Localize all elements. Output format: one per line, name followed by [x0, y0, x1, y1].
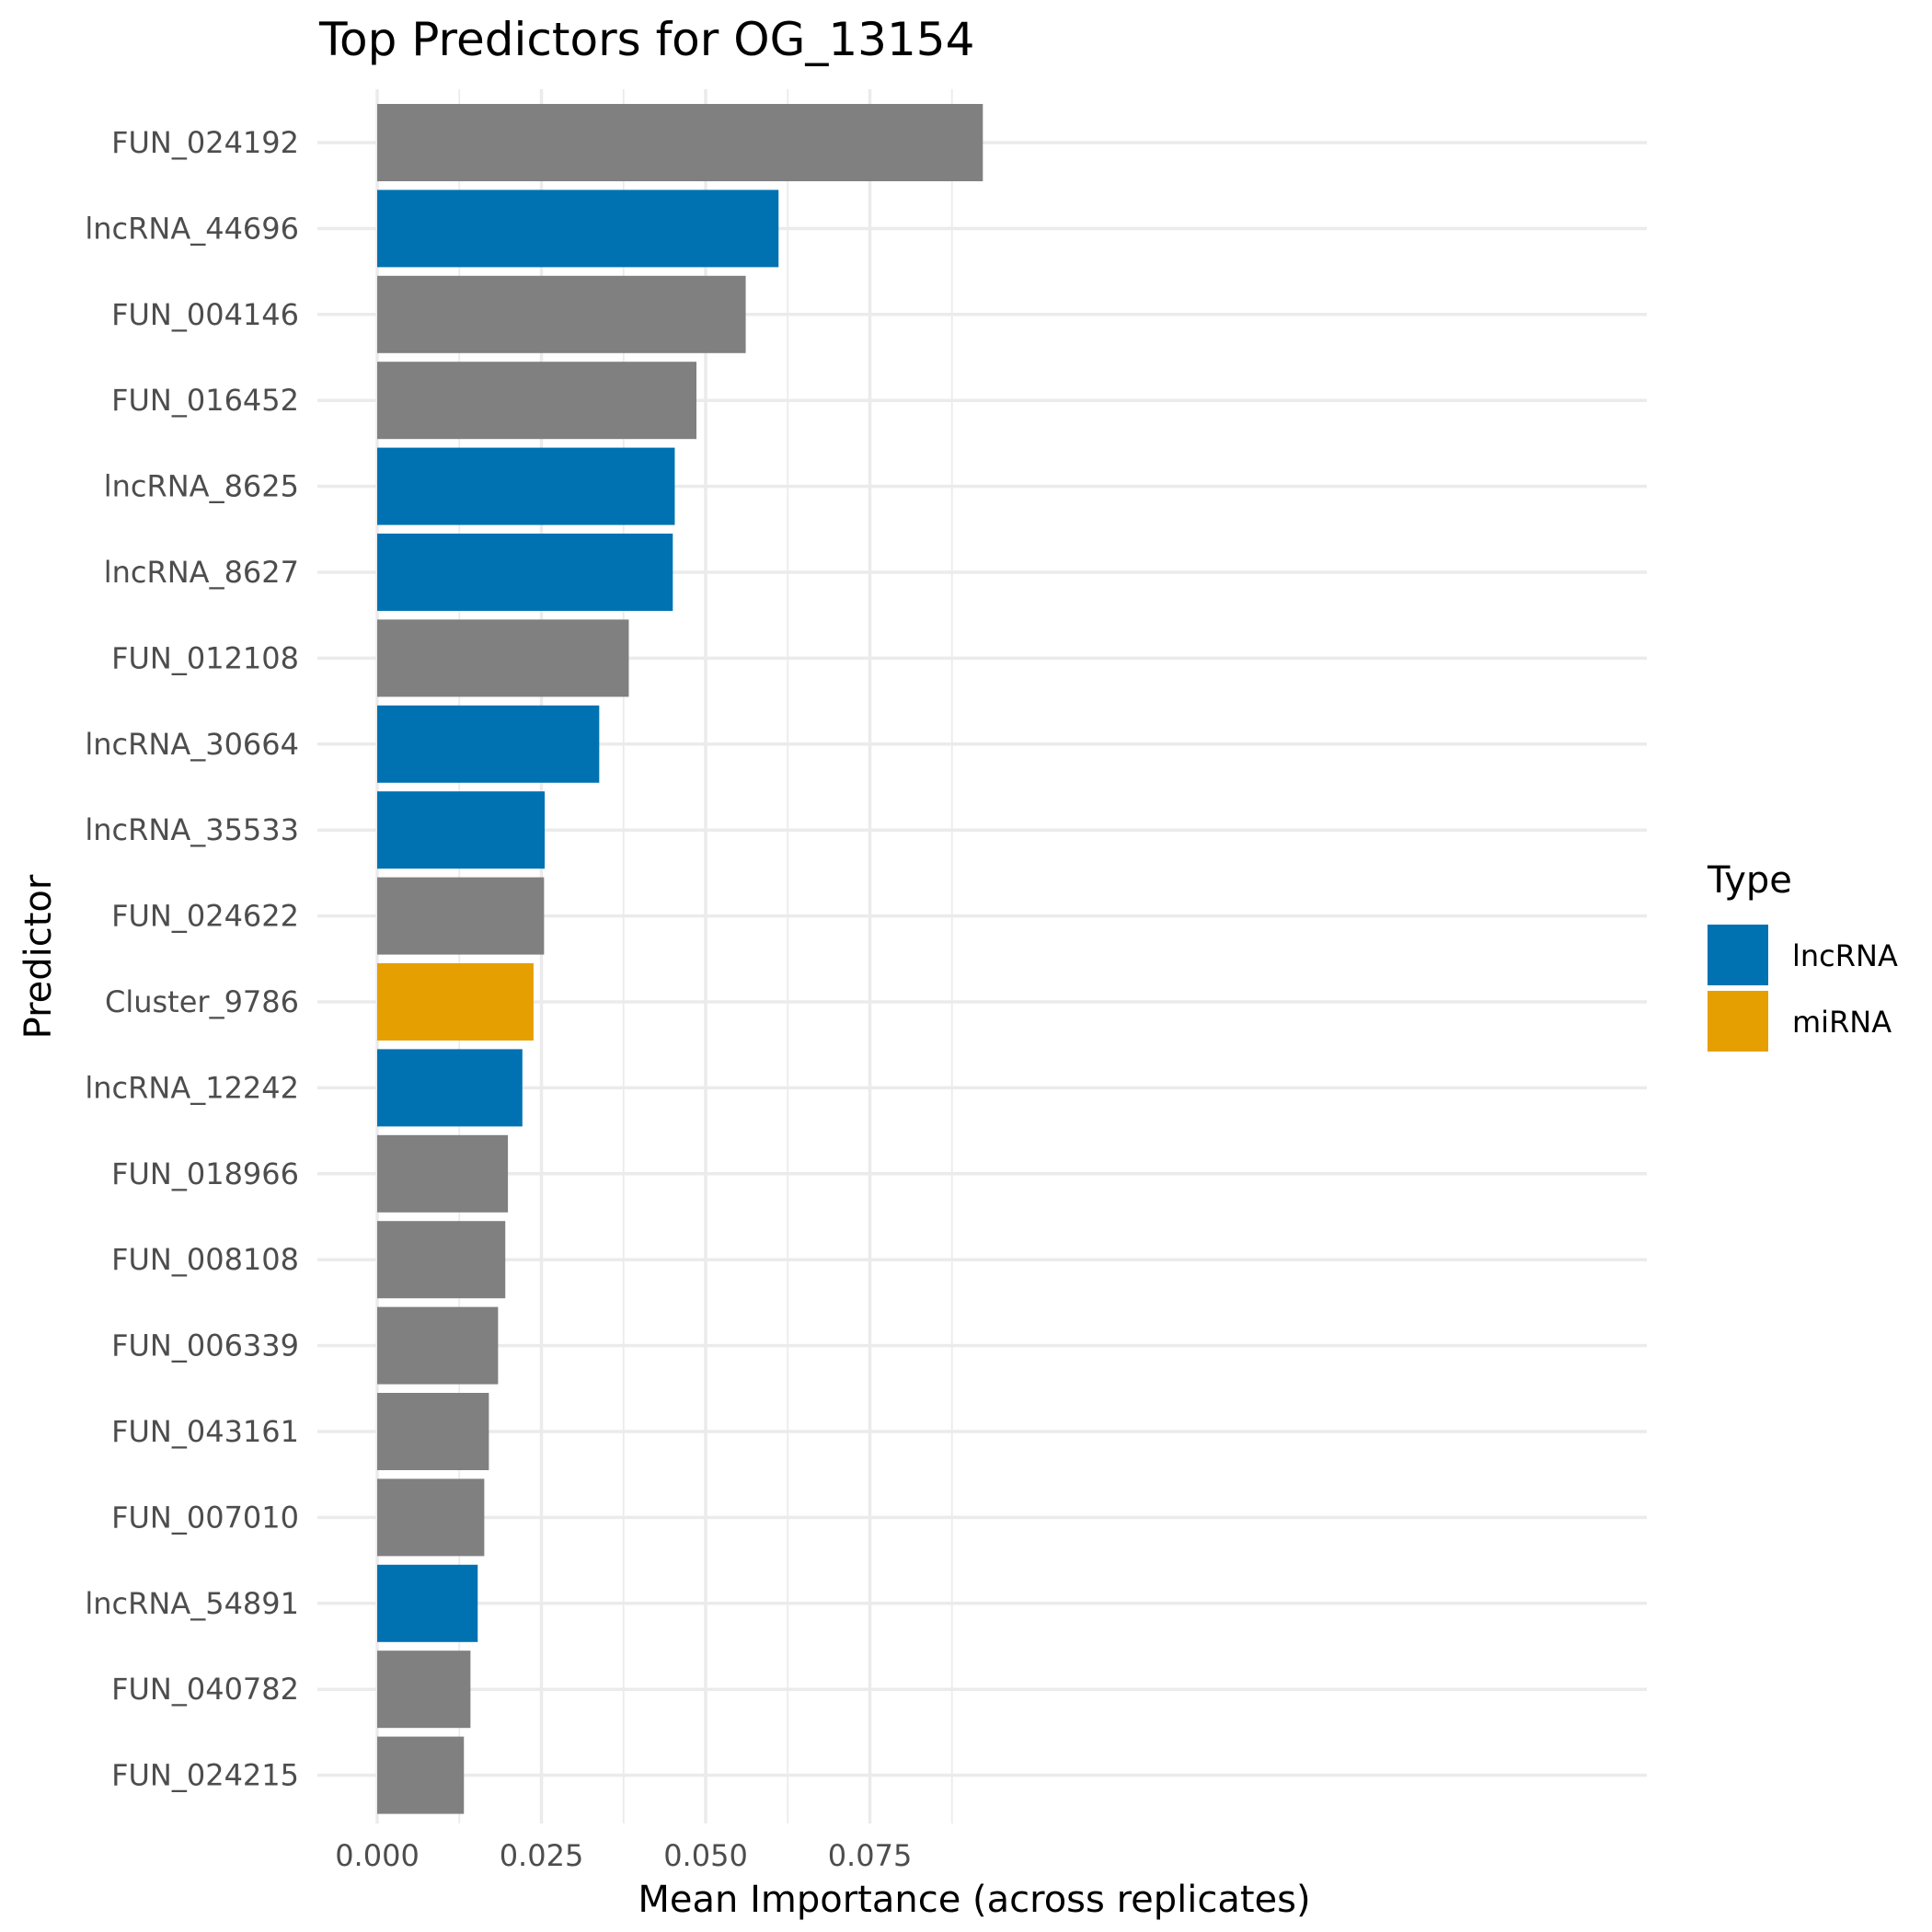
y-tick-label: Cluster_9786: [105, 984, 299, 1019]
y-tick-labels: FUN_024192 lncRNA_44696 FUN_004146 FUN_0164…: [85, 125, 299, 1793]
y-tick-label: FUN_043161: [111, 1414, 299, 1449]
legend-label-miRNA: miRNA: [1792, 1005, 1892, 1040]
y-tick-label: FUN_018966: [111, 1156, 299, 1191]
x-tick-label: 0.025: [500, 1838, 584, 1873]
bars: [377, 104, 983, 1814]
bar-lncRNA_54891: [377, 1564, 478, 1642]
y-tick-label: FUN_004146: [111, 297, 299, 332]
bar-FUN_006339: [377, 1306, 499, 1385]
y-tick-label: lncRNA_30664: [85, 727, 299, 762]
legend: Type lncRNA miRNA: [1707, 859, 1898, 1052]
bar-FUN_018966: [377, 1134, 509, 1213]
y-tick-label: lncRNA_8625: [104, 469, 299, 504]
x-tick-label: 0.075: [828, 1838, 913, 1873]
x-tick-label: 0.050: [663, 1838, 748, 1873]
y-axis-title: Predictor: [17, 874, 60, 1039]
y-tick-label: FUN_007010: [111, 1500, 299, 1535]
y-tick-label: FUN_024192: [111, 125, 299, 160]
bar-FUN_024192: [377, 104, 983, 181]
y-tick-label: FUN_006339: [111, 1328, 299, 1363]
bar-FUN_016452: [377, 362, 697, 440]
bar-FUN_007010: [377, 1478, 485, 1557]
bar-FUN_008108: [377, 1221, 506, 1299]
x-tick-labels: 0.000 0.025 0.050 0.075: [335, 1838, 912, 1873]
y-tick-label: FUN_040782: [111, 1672, 299, 1707]
y-tick-label: lncRNA_8627: [104, 555, 299, 590]
bar-lncRNA_8625: [377, 447, 675, 525]
y-tick-label: FUN_024215: [111, 1758, 299, 1793]
x-axis-title: Mean Importance (across replicates): [638, 1879, 1310, 1921]
legend-label-lncRNA: lncRNA: [1792, 938, 1898, 973]
y-tick-label: FUN_016452: [111, 383, 299, 418]
bar-lncRNA_12242: [377, 1049, 523, 1127]
legend-key-miRNA: [1708, 991, 1768, 1052]
x-tick-label: 0.000: [335, 1838, 420, 1873]
bar-lncRNA_8627: [377, 534, 673, 611]
bar-FUN_024215: [377, 1736, 465, 1814]
chart-title: Top Predictors for OG_13154: [318, 13, 974, 66]
legend-key-lncRNA: [1708, 925, 1768, 985]
y-tick-label: FUN_024622: [111, 899, 299, 934]
bar-FUN_040782: [377, 1650, 471, 1729]
y-tick-label: lncRNA_54891: [85, 1586, 299, 1621]
y-tick-label: FUN_012108: [111, 640, 299, 675]
bar-lncRNA_30664: [377, 705, 600, 783]
bar-lncRNA_44696: [377, 190, 779, 268]
bar-Cluster_9786: [377, 963, 534, 1041]
bar-FUN_024622: [377, 877, 545, 955]
y-tick-label: lncRNA_44696: [85, 211, 299, 246]
bar-FUN_043161: [377, 1393, 489, 1470]
y-tick-label: lncRNA_35533: [85, 812, 299, 847]
bar-FUN_004146: [377, 275, 746, 353]
legend-title: Type: [1707, 859, 1792, 902]
y-tick-label: lncRNA_12242: [85, 1070, 299, 1105]
bar-lncRNA_35533: [377, 791, 546, 869]
y-tick-label: FUN_008108: [111, 1242, 299, 1277]
bar-FUN_012108: [377, 619, 629, 697]
